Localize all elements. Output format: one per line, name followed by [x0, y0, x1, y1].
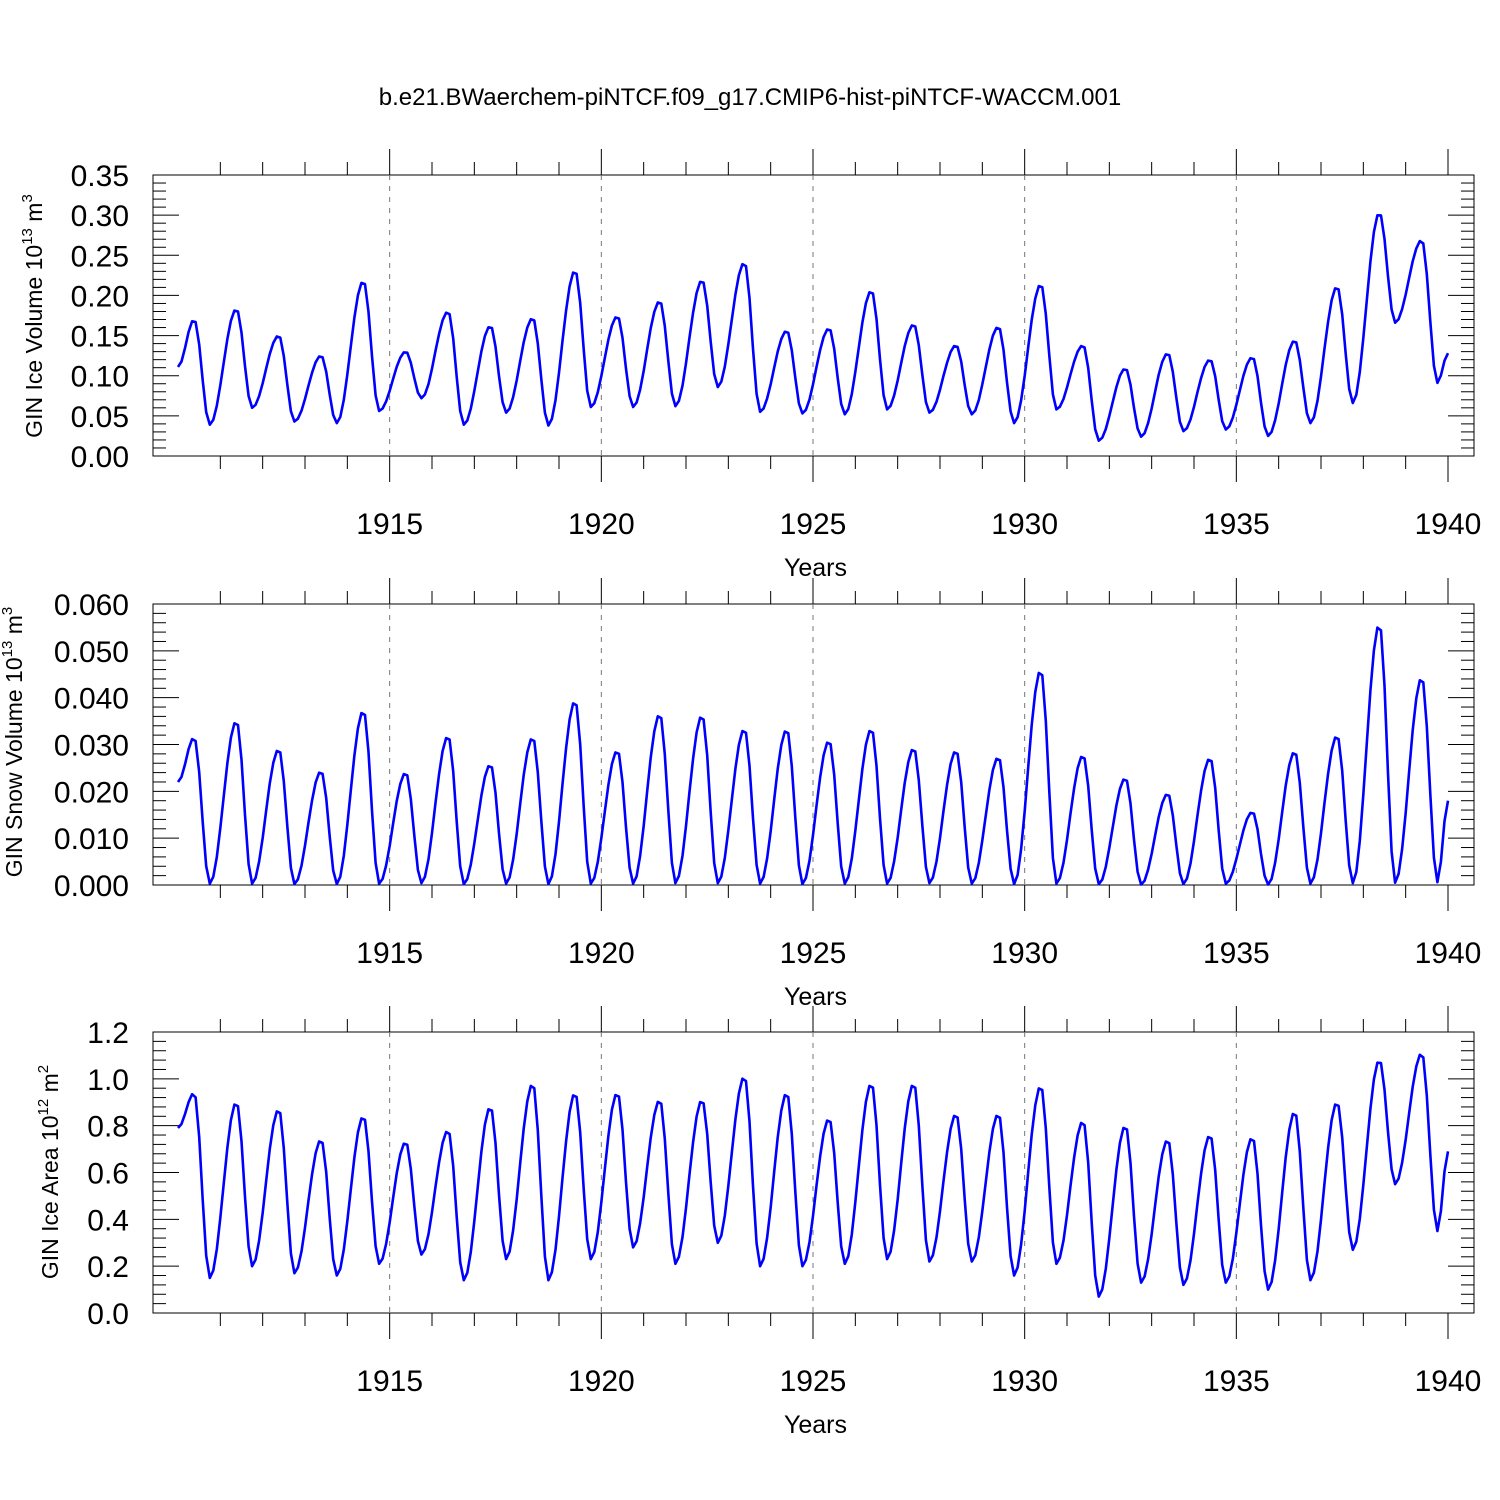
y-tick-label: 0.4: [87, 1204, 129, 1237]
y-axis-label-superscript: 3: [19, 194, 36, 202]
y-tick-label: 0.000: [54, 870, 129, 903]
y-tick-label: 0.35: [71, 160, 129, 193]
y-axis-label-superscript: 12: [35, 1099, 52, 1116]
y-tick-label: 0.060: [54, 589, 129, 622]
x-tick-label: 1930: [991, 937, 1058, 970]
x-axis-label: Years: [784, 1411, 847, 1439]
y-axis-label-text: GIN Ice Area 10: [37, 1115, 63, 1279]
x-tick-label: 1920: [568, 1365, 635, 1398]
y-axis-label-text: GIN Snow Volume 10: [1, 657, 27, 877]
x-tick-label: 1940: [1415, 937, 1482, 970]
plot-frame: [152, 603, 1475, 886]
y-tick-label: 0.15: [71, 321, 129, 354]
y-tick-label: 0.00: [71, 441, 129, 474]
y-axis-label-superscript: 3: [0, 607, 16, 615]
x-tick-label: 1915: [356, 508, 423, 541]
plot-frame: [152, 1031, 1475, 1314]
y-tick-label: 0.0: [87, 1298, 129, 1331]
y-axis-label: GIN Snow Volume 1013 m3: [0, 607, 27, 878]
x-tick-label: 1935: [1203, 937, 1270, 970]
y-tick-label: 0.25: [71, 240, 129, 273]
x-tick-label: 1915: [356, 1365, 423, 1398]
x-tick-label: 1920: [568, 508, 635, 541]
y-axis-label-text: GIN Ice Volume 10: [21, 245, 47, 438]
x-axis-label: Years: [784, 554, 847, 582]
x-tick-label: 1920: [568, 937, 635, 970]
y-axis-label-superscript: 13: [19, 228, 36, 245]
panel-ice-volume: 0.00 0.05 0.10 0.15 0.20 0.25 0.30 0.35 1915 1920…: [19, 149, 1481, 582]
panel-ice-area: 0.0 0.2 0.4 0.6 0.8 1.0 1.2 1915 1920 1925 1930 193…: [35, 1006, 1481, 1439]
x-tick-label: 1935: [1203, 508, 1270, 541]
y-axis-label-superscript: 2: [35, 1065, 52, 1073]
series-line-gin-ice-area: [177, 1053, 1450, 1298]
series-line-gin-snow-volume: [176, 626, 1450, 886]
x-tick-label: 1940: [1415, 508, 1482, 541]
y-tick-label: 0.020: [54, 776, 129, 809]
y-tick-label: 0.05: [71, 401, 129, 434]
y-axis-label: GIN Ice Volume 1013 m3: [19, 194, 47, 438]
y-tick-label: 1.0: [87, 1064, 129, 1097]
x-tick-label: 1940: [1415, 1365, 1482, 1398]
series-line-gin-ice-volume: [176, 214, 1450, 443]
y-tick-label: 0.10: [71, 361, 129, 394]
y-tick-label: 0.050: [54, 636, 129, 669]
y-axis-label-superscript: 13: [0, 641, 16, 658]
x-axis-label: Years: [784, 983, 847, 1011]
x-tick-label: 1915: [356, 937, 423, 970]
y-axis-label-text: m: [1, 615, 27, 641]
y-axis-label: GIN Ice Area 1012 m2: [35, 1065, 63, 1279]
x-tick-label: 1930: [991, 508, 1058, 541]
x-tick-label: 1925: [780, 1365, 847, 1398]
y-tick-label: 0.030: [54, 730, 129, 763]
y-axis-label-text: m: [21, 203, 47, 229]
y-tick-label: 0.010: [54, 823, 129, 856]
y-tick-label: 0.20: [71, 280, 129, 313]
y-tick-label: 0.6: [87, 1158, 129, 1191]
x-tick-label: 1925: [780, 508, 847, 541]
figure-title: b.e21.BWaerchem-piNTCF.f09_g17.CMIP6-his…: [378, 84, 1122, 111]
y-tick-label: 0.040: [54, 683, 129, 716]
x-tick-label: 1925: [780, 937, 847, 970]
y-tick-label: 0.8: [87, 1111, 129, 1144]
y-axis-label-text: m: [37, 1073, 63, 1099]
x-tick-label: 1935: [1203, 1365, 1270, 1398]
panel-snow-volume: 0.000 0.010 0.020 0.030 0.040 0.050 0.060 1915 1…: [0, 578, 1481, 1011]
y-tick-label: 1.2: [87, 1017, 129, 1050]
y-tick-label: 0.2: [87, 1251, 129, 1284]
x-tick-label: 1930: [991, 1365, 1058, 1398]
y-tick-label: 0.30: [71, 200, 129, 233]
